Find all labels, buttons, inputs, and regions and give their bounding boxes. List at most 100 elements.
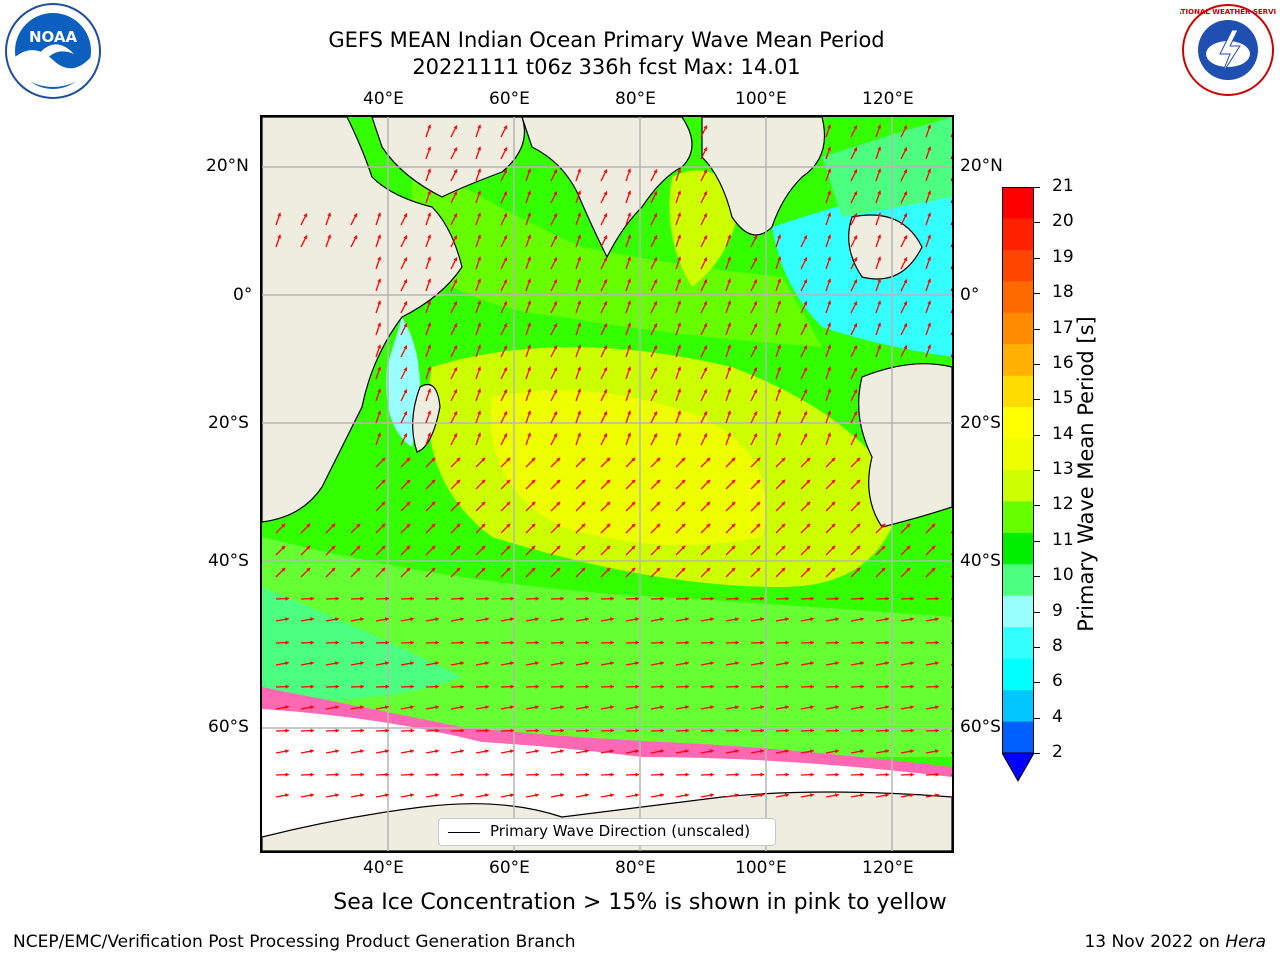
wave-arrow-head [335, 617, 339, 622]
wave-arrow-head [531, 545, 536, 550]
wave-arrow-head [627, 212, 632, 217]
wave-arrow-head [477, 190, 482, 195]
colorbar-tick-mark [1034, 187, 1040, 188]
wave-arrow-head [760, 617, 764, 622]
wave-arrow-head [853, 345, 858, 350]
wave-arrow-head [810, 705, 814, 710]
colorbar [1001, 187, 1035, 783]
wave-arrow-head [660, 617, 664, 622]
wave-arrow-head [360, 749, 364, 754]
wave-arrow-head [735, 728, 739, 733]
wave-arrow-head [731, 545, 736, 550]
wave-arrow-head [403, 213, 408, 218]
wave-arrow-head [731, 523, 736, 528]
wave-arrow-head [903, 147, 908, 152]
wave-arrow-head [506, 479, 511, 484]
wave-arrow-head [585, 705, 589, 710]
wave-arrow-head [935, 728, 939, 733]
wave-arrow-head [706, 457, 711, 462]
wave-arrow-head [603, 257, 608, 262]
wave-arrow-head [785, 661, 789, 666]
wave-arrow-head [403, 235, 408, 240]
colorbar-segment [1002, 438, 1034, 471]
wave-arrow-head [453, 235, 458, 240]
right-tick-0: 0° [960, 285, 980, 305]
wave-arrow [950, 730, 952, 732]
colorbar-tick-label: 6 [1052, 671, 1063, 692]
wave-arrow-head [803, 433, 808, 438]
wave-arrow-head [556, 457, 561, 462]
colorbar-tick-mark [1034, 222, 1040, 224]
wave-arrow-head [510, 793, 514, 798]
wave-arrow-head [935, 684, 939, 689]
wave-arrow-head [435, 640, 439, 645]
wave-arrow-head [806, 457, 811, 462]
wave-arrow-head [703, 433, 708, 438]
wave-arrow-head [403, 301, 408, 306]
wave-arrow-head [477, 168, 482, 173]
wave-arrow-head [710, 684, 714, 689]
wave-arrow-head [310, 596, 314, 601]
wave-arrow-head [885, 640, 889, 645]
wave-arrow-head [631, 479, 636, 484]
wave-arrow-head [731, 479, 736, 484]
wave-arrow-head [810, 661, 814, 666]
wave-arrow-head [827, 234, 832, 239]
wave-arrow-head [506, 523, 511, 528]
wave-arrow-head [856, 567, 861, 572]
wave-arrow-head [703, 367, 708, 372]
wave-arrow-head [677, 432, 682, 437]
wave-arrow-head [503, 147, 508, 152]
wave-arrow-head [653, 213, 658, 218]
wave-arrow-head [527, 256, 532, 261]
wave-arrow-head [735, 617, 739, 622]
wave-arrow-head [660, 772, 664, 777]
wave-arrow-head [781, 479, 786, 484]
wave-arrow-head [885, 661, 889, 666]
wave-arrow-head [653, 411, 658, 416]
colorbar-tick-label: 16 [1052, 352, 1074, 373]
wave-arrow-head [935, 640, 939, 645]
wave-arrow-head [810, 596, 814, 601]
wave-arrow-head [485, 684, 489, 689]
wave-arrow-head [403, 257, 408, 262]
wave-arrow-head [306, 567, 311, 572]
wave-arrow-head [935, 705, 939, 710]
wave-arrow-head [477, 212, 482, 217]
wave-arrow-head [485, 793, 489, 798]
wave-arrow-head [603, 411, 608, 416]
colorbar-segment [1002, 407, 1034, 440]
wave-arrow-head [877, 168, 882, 173]
wave-arrow-head [703, 323, 708, 328]
left-tick-60s: 60°S [208, 717, 249, 737]
wave-arrow-head [427, 190, 432, 195]
wave-arrow-head [703, 213, 708, 218]
wave-arrow-head [853, 191, 858, 196]
wave-arrow-head [627, 234, 632, 239]
wave-arrow-head [806, 501, 811, 506]
right-tick-20n: 20°N [960, 156, 1003, 176]
wave-arrow-head [785, 749, 789, 754]
wave-arrow [950, 199, 952, 204]
wave-arrow-head [410, 705, 414, 710]
wave-arrow-head [560, 684, 564, 689]
wave-arrow-head [535, 705, 539, 710]
wave-arrow-head [835, 772, 839, 777]
wave-arrow-head [535, 640, 539, 645]
wave-arrow-head [485, 772, 489, 777]
wave-arrow-head [827, 168, 832, 173]
wave-arrow-head [677, 190, 682, 195]
wave-arrow-head [510, 705, 514, 710]
colorbar-segment [1002, 249, 1034, 282]
wave-arrow-head [403, 323, 408, 328]
wave-arrow-head [653, 301, 658, 306]
wave-arrow-head [627, 388, 632, 393]
wave-arrow-head [677, 234, 682, 239]
wave-arrow-head [427, 322, 432, 327]
wave-arrow-head [781, 523, 786, 528]
wave-arrow-head [853, 323, 858, 328]
wave-arrow-head [531, 457, 536, 462]
wave-arrow-head [685, 640, 689, 645]
wave-arrow-head [481, 501, 486, 506]
wave-arrow-head [377, 234, 382, 239]
